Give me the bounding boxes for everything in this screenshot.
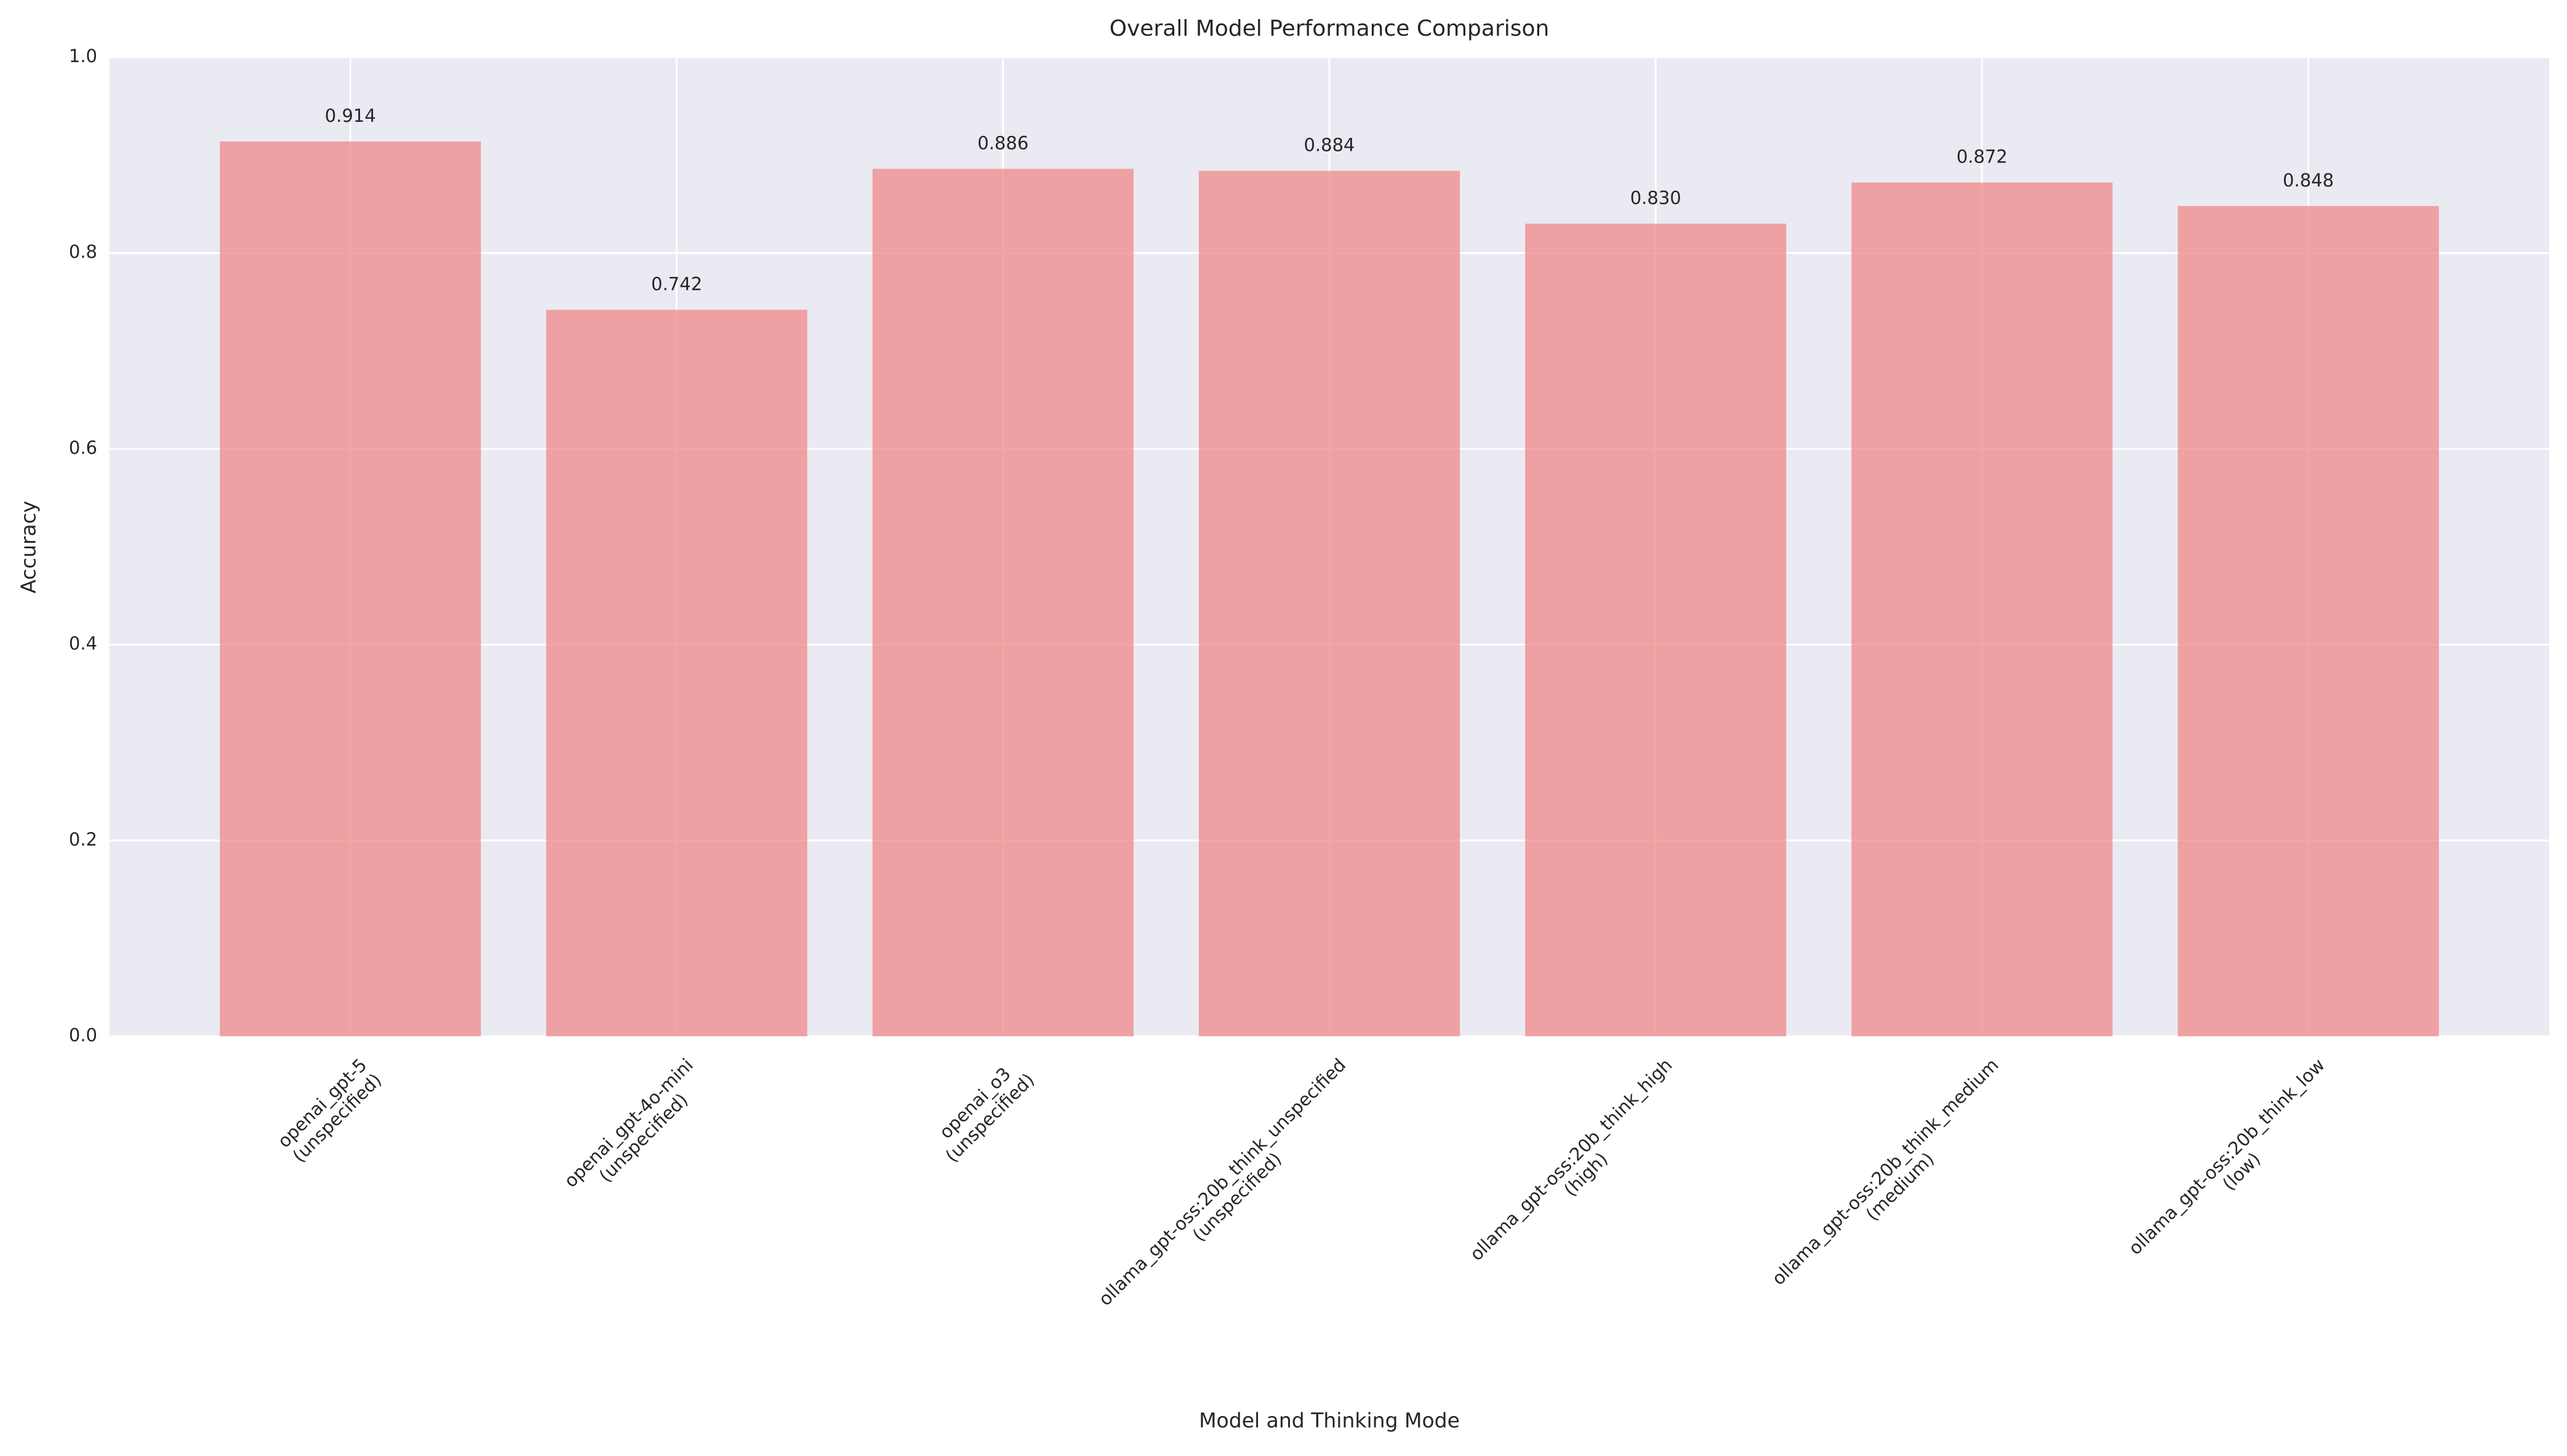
x-tick-label: ollama_gpt-oss:20b_think_unspecified(uns… [1094, 1054, 1364, 1324]
bar [220, 141, 481, 1036]
bar [2177, 206, 2439, 1036]
y-tick-label: 0.0 [69, 1025, 97, 1046]
x-tick-label-group: ollama_gpt-oss:20b_think_unspecified(uns… [1094, 1054, 1364, 1324]
bar [1525, 223, 1787, 1037]
y-axis-label: Accuracy [17, 501, 41, 594]
x-tick-label: openai_o3(unspecified) [926, 1054, 1038, 1166]
value-label: 0.886 [977, 132, 1028, 153]
x-tick-label-group: openai_gpt-4o-mini(unspecified) [560, 1054, 712, 1206]
x-axis-label: Model and Thinking Mode [1199, 1409, 1460, 1433]
x-tick-label-group: ollama_gpt-oss:20b_think_low(low) [2124, 1054, 2344, 1273]
x-tick-label: openai_gpt-5(unspecified) [273, 1054, 385, 1166]
x-tick-label: ollama_gpt-oss:20b_think_high(high) [1466, 1054, 1691, 1279]
value-label: 0.848 [2283, 170, 2334, 191]
value-label: 0.884 [1304, 135, 1355, 156]
x-tick-label: openai_gpt-4o-mini(unspecified) [560, 1054, 712, 1206]
x-tick-label-group: openai_gpt-5(unspecified) [273, 1054, 385, 1166]
y-tick-label: 0.8 [69, 241, 97, 262]
value-label: 0.914 [325, 105, 376, 126]
bar [1851, 182, 2113, 1037]
y-tick-label: 0.2 [69, 829, 97, 850]
y-tick-label: 0.4 [69, 633, 97, 654]
x-tick-label-group: ollama_gpt-oss:20b_think_medium(medium) [1768, 1054, 2017, 1304]
y-tick-label: 0.6 [69, 437, 97, 458]
bar [1198, 170, 1460, 1036]
value-label: 0.742 [651, 273, 702, 294]
bar [872, 169, 1134, 1036]
x-tick-label: ollama_gpt-oss:20b_think_medium(medium) [1768, 1054, 2017, 1304]
value-label: 0.830 [1630, 187, 1681, 208]
x-tick-label-group: openai_o3(unspecified) [926, 1054, 1039, 1167]
value-label: 0.872 [1956, 146, 2008, 167]
x-tick-label-group: ollama_gpt-oss:20b_think_high(high) [1466, 1054, 1691, 1279]
bar [546, 310, 807, 1036]
chart-title: Overall Model Performance Comparison [1110, 16, 1550, 41]
y-tick-label: 1.0 [69, 46, 97, 66]
x-tick-label: ollama_gpt-oss:20b_think_low(low) [2124, 1054, 2344, 1273]
